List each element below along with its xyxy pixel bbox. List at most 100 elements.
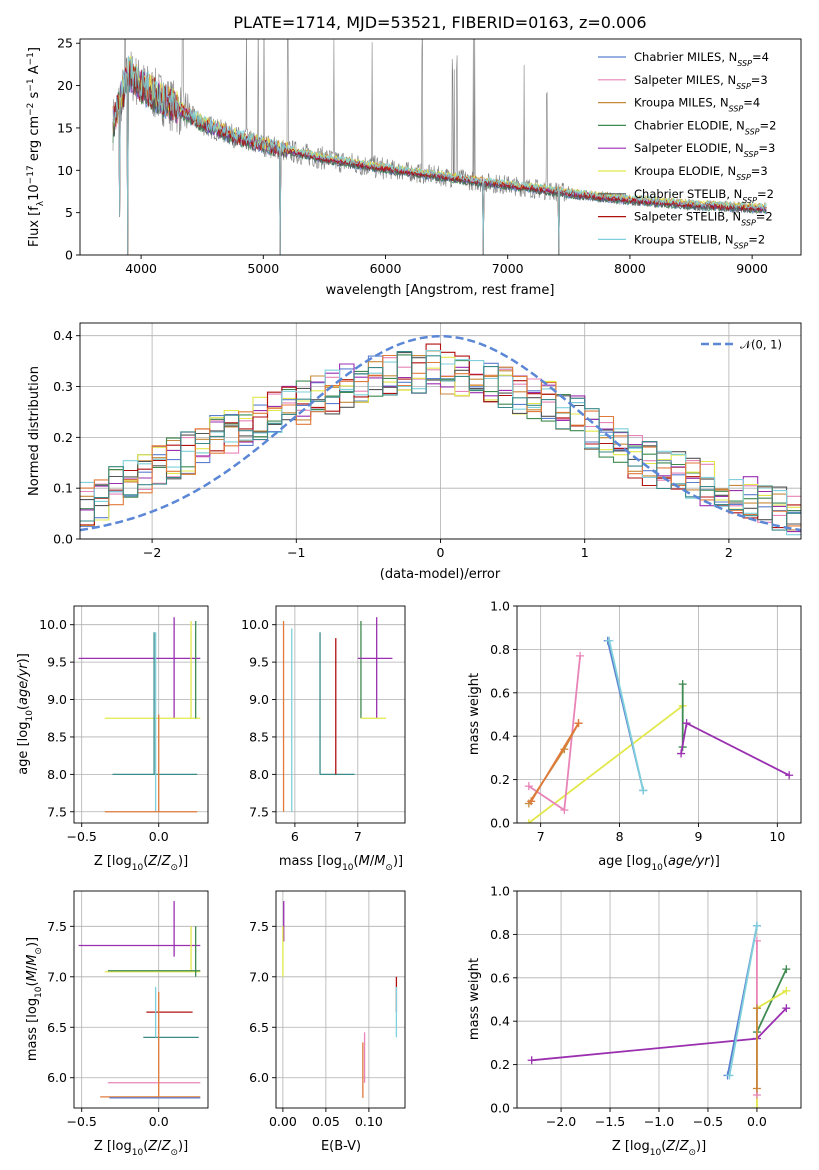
label-part: age/yr bbox=[668, 854, 711, 869]
model-spectrum-line bbox=[112, 59, 767, 255]
mass-weight-vs-Z-panel: −2.0 −1.5 −1.0 −0.5 0.0 0.0 0.2 0.4 0.6 0.8 1.0 Z [… bbox=[467, 884, 802, 1158]
x-tick-label: 6 bbox=[291, 829, 299, 844]
label-part: A bbox=[27, 65, 42, 78]
x-tick-label: −1.5 bbox=[595, 1114, 625, 1129]
y-tick-label: 7.5 bbox=[249, 919, 269, 934]
y-tick-label: 1.0 bbox=[490, 884, 510, 899]
weight-marker bbox=[752, 1104, 761, 1108]
legend-sub: SSP bbox=[741, 218, 756, 227]
axes-frame bbox=[73, 890, 209, 1109]
legend-text: Kroupa STELIB, N bbox=[634, 232, 734, 246]
label-part: −17 bbox=[26, 165, 36, 184]
label-part: s bbox=[27, 91, 42, 102]
spectrum-x-label: wavelength [Angstrom, rest frame] bbox=[326, 283, 555, 298]
label-part: −2 bbox=[26, 103, 36, 116]
label-part: −1 bbox=[26, 78, 36, 91]
y-tick-label: 8.5 bbox=[249, 729, 269, 744]
legend-text: Chabrier ELODIE, N bbox=[634, 118, 745, 132]
plot-area bbox=[80, 334, 801, 536]
ageZ-y-label: age [log10(age/yr)] bbox=[16, 653, 35, 775]
label-part: 10 bbox=[132, 1148, 144, 1158]
y-tick-label: 0.1 bbox=[53, 481, 73, 496]
legend-label: Chabrier STELIB, NSSP=2 bbox=[634, 187, 774, 205]
label-part: age [log bbox=[598, 854, 651, 869]
y-tick-label: 6.5 bbox=[47, 1020, 67, 1035]
x-tick-label: 0 bbox=[437, 545, 445, 560]
label-part: )] bbox=[696, 1139, 706, 1154]
weight-marker bbox=[752, 1084, 761, 1093]
x-tick-label: −1 bbox=[287, 545, 305, 560]
label-part: mass weight bbox=[467, 673, 482, 755]
axes-frame bbox=[516, 605, 802, 824]
x-tick-label: −0.5 bbox=[67, 1114, 97, 1129]
y-tick-label: 0.4 bbox=[53, 328, 73, 343]
label-part: Z bbox=[161, 1139, 172, 1154]
legend-count: =4 bbox=[752, 50, 769, 64]
plot-area bbox=[112, 39, 767, 255]
plot-area bbox=[78, 617, 201, 813]
y-tick-label: 0.6 bbox=[490, 685, 510, 700]
plot-area bbox=[524, 636, 794, 823]
weight-marker bbox=[678, 680, 687, 689]
label-part: Z [log bbox=[94, 854, 132, 869]
label-part: / bbox=[25, 965, 40, 970]
axes-frame bbox=[275, 605, 406, 824]
model-spectrum-line bbox=[112, 59, 767, 255]
weight-marker bbox=[725, 1071, 734, 1080]
label-part: mass [log bbox=[279, 854, 342, 869]
legend-label: Chabrier ELODIE, NSSP=2 bbox=[634, 118, 776, 136]
x-tick-label: 0.0 bbox=[747, 1114, 767, 1129]
weight-marker bbox=[785, 771, 794, 780]
label-part: Z bbox=[161, 854, 172, 869]
legend-sub: SSP bbox=[734, 241, 749, 250]
y-tick-label: 0.3 bbox=[53, 379, 73, 394]
residual-histogram-line bbox=[80, 351, 801, 531]
axes-frame bbox=[79, 38, 802, 256]
x-tick-label: 0.0 bbox=[149, 1114, 169, 1129]
mwAge-y-label: mass weight bbox=[467, 673, 482, 755]
legend-label: Salpeter MILES, NSSP=3 bbox=[634, 73, 768, 91]
weight-line bbox=[680, 721, 790, 777]
weight-marker bbox=[782, 1004, 791, 1013]
label-part: Z bbox=[147, 1139, 158, 1154]
label-part: M bbox=[359, 854, 370, 869]
legend-label-normal: 𝒩(0, 1) bbox=[740, 338, 782, 352]
legend-label: Chabrier MILES, NSSP=4 bbox=[634, 50, 769, 68]
mwAge-x-label: age [log10(age/yr)] bbox=[598, 854, 720, 873]
legend-count: =3 bbox=[758, 141, 775, 155]
legend-count: =2 bbox=[748, 232, 765, 246]
x-tick-label: 8 bbox=[616, 829, 624, 844]
residuals-y-label: Normed distribution bbox=[27, 366, 42, 496]
weight-line bbox=[728, 925, 758, 1076]
label-part: )] bbox=[25, 937, 40, 947]
label-part: / bbox=[370, 854, 375, 869]
label-part: 10 bbox=[132, 863, 144, 873]
legend-text: Salpeter STELIB, N bbox=[634, 210, 741, 224]
legend-label: Kroupa STELIB, NSSP=2 bbox=[634, 232, 765, 250]
weight-line bbox=[756, 990, 787, 1108]
spectrum-y-label: Flux [fλ10−17 erg cm−2 s−1 A−1] bbox=[26, 47, 46, 247]
legend-text: Salpeter MILES, N bbox=[634, 73, 736, 87]
label-part: mass [log bbox=[25, 998, 40, 1061]
legend-sub: SSP bbox=[742, 195, 757, 204]
label-part: 10 bbox=[34, 986, 44, 998]
y-tick-label: 7.0 bbox=[47, 969, 67, 984]
model-spectrum-line bbox=[112, 55, 767, 255]
y-tick-label: 0.6 bbox=[490, 970, 510, 985]
plot-area bbox=[527, 921, 791, 1108]
y-tick-label: 15 bbox=[57, 120, 73, 135]
x-tick-label: 0.05 bbox=[312, 1114, 340, 1129]
ageM-x-label: mass [log10(M/M⊙)] bbox=[279, 854, 403, 873]
label-part: E(B-V) bbox=[321, 1139, 361, 1154]
legend-sub: SSP bbox=[744, 150, 759, 159]
weight-line bbox=[528, 705, 684, 823]
label-part: ( bbox=[661, 1139, 666, 1154]
label-part: ⊙ bbox=[170, 863, 178, 873]
y-tick-label: 8.5 bbox=[47, 729, 67, 744]
label-part: λ bbox=[36, 200, 46, 206]
y-tick-label: 0.0 bbox=[490, 1101, 510, 1116]
legend-text: Chabrier MILES, N bbox=[634, 50, 737, 64]
weight-marker bbox=[527, 1056, 536, 1065]
label-part: ⊙ bbox=[170, 1148, 178, 1158]
